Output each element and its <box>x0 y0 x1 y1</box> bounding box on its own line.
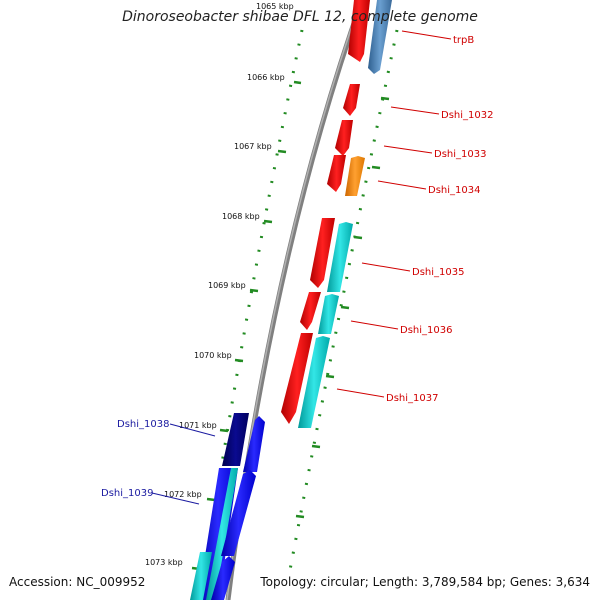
gene-forward-dshi-1037[interactable] <box>281 333 313 424</box>
gene-forward-dshi-1036[interactable] <box>300 292 321 330</box>
kbp-label-1068: 1068 kbp <box>222 212 260 221</box>
kbp-label-1069: 1069 kbp <box>208 281 246 290</box>
kbp-label-1071: 1071 kbp <box>179 421 217 430</box>
gene-blue-arrow-2[interactable] <box>221 470 256 556</box>
map-title: Dinoroseobacter shibae DFL 12, complete … <box>122 9 478 25</box>
gene-forward-trpB[interactable] <box>348 0 370 62</box>
gene-label-dshi-1038: Dshi_1038 <box>117 419 169 430</box>
gene-forward-dshi-1034[interactable] <box>327 155 346 192</box>
accession-label: Accession: NC_009952 <box>9 575 146 589</box>
topology-label: Topology: circular; Length: 3,789,584 bp… <box>260 575 590 589</box>
kbp-label-1065: 1065 kbp <box>256 2 294 11</box>
gene-cyan-bottom[interactable] <box>190 552 212 600</box>
kbp-label-1067: 1067 kbp <box>234 142 272 151</box>
gene-label-connectors-blue <box>151 423 216 505</box>
genome-backbone-highlight <box>226 0 362 600</box>
gene-ring-dots-outer <box>288 29 399 571</box>
gene-label-connectors-red <box>336 30 452 398</box>
kbp-label-1073: 1073 kbp <box>145 558 183 567</box>
gene-reverse-cyan-3[interactable] <box>298 336 330 428</box>
gene-forward-dshi-1032[interactable] <box>343 84 360 116</box>
gene-blue-arrow-3[interactable] <box>211 556 235 600</box>
gene-reverse-cyan-2[interactable] <box>318 294 339 334</box>
gene-reverse-cyan-1[interactable] <box>327 222 353 292</box>
gene-label-trpB: trpB <box>453 35 474 46</box>
gene-label-dshi-1037: Dshi_1037 <box>386 393 438 404</box>
gene-label-dshi-1033: Dshi_1033 <box>434 149 486 160</box>
gene-reverse-orange[interactable] <box>345 156 365 196</box>
kbp-major-ticks <box>191 80 302 571</box>
genome-backbone <box>225 0 365 600</box>
gene-label-dshi-1039: Dshi_1039 <box>101 488 153 499</box>
gene-forward-dshi-1033[interactable] <box>335 120 353 156</box>
gene-cyan-lower[interactable] <box>206 468 238 600</box>
gene-label-dshi-1035: Dshi_1035 <box>412 267 464 278</box>
gene-forward-dshi-1035[interactable] <box>310 218 335 288</box>
outer-ring-ticks <box>295 96 390 519</box>
gene-label-dshi-1036: Dshi_1036 <box>400 325 452 336</box>
kbp-label-1072: 1072 kbp <box>164 490 202 499</box>
gene-label-dshi-1032: Dshi_1032 <box>441 110 493 121</box>
gene-label-dshi-1034: Dshi_1034 <box>428 185 480 196</box>
gene-navy-dshi-1038[interactable] <box>222 413 249 466</box>
kbp-label-1066: 1066 kbp <box>247 73 285 82</box>
gene-blue-arrow-1[interactable] <box>243 416 265 472</box>
kbp-label-1070: 1070 kbp <box>194 351 232 360</box>
gene-reverse-steelblue[interactable] <box>368 0 392 74</box>
